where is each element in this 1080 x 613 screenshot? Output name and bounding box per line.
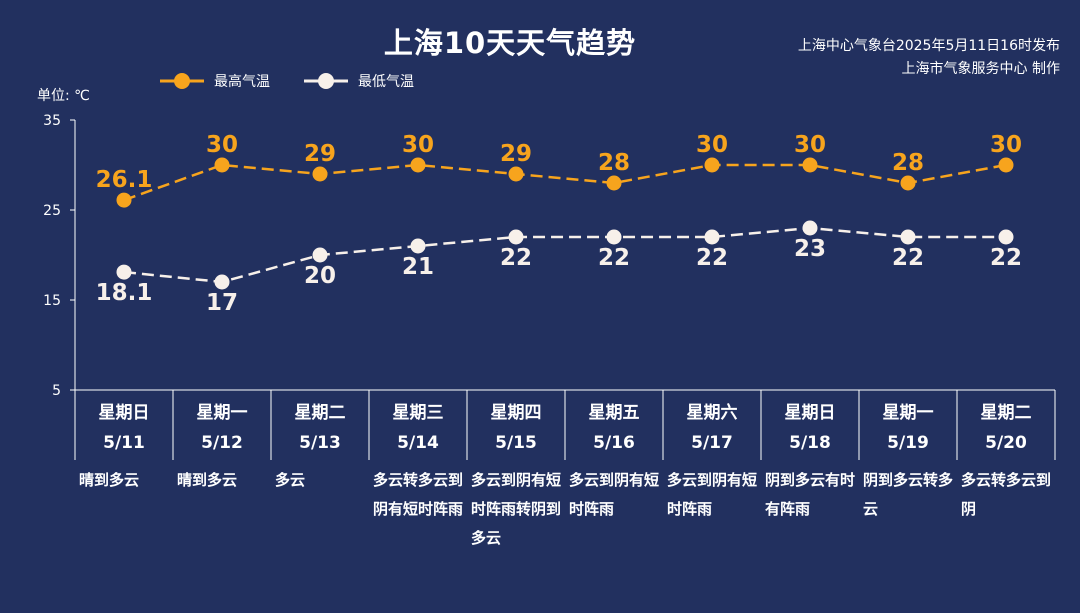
day-weekday: 星期日	[784, 403, 836, 423]
day-weekday: 星期六	[686, 403, 738, 423]
low-temp-point	[116, 264, 132, 280]
high-temp-label: 30	[696, 132, 728, 158]
publisher-line-1: 上海中心气象台2025年5月11日16时发布	[797, 38, 1060, 54]
low-temp-label: 22	[990, 245, 1022, 271]
high-temp-label: 30	[402, 132, 434, 158]
high-temp-point	[998, 157, 1014, 173]
day-weekday: 星期三	[392, 403, 444, 423]
legend: 最高气温 最低气温	[160, 71, 448, 91]
legend-low: 最低气温	[304, 71, 414, 91]
low-temp-point	[214, 274, 230, 290]
day-column: 星期五 5/16	[565, 392, 663, 453]
legend-low-label: 最低气温	[358, 74, 414, 90]
y-axis-unit-label: 单位: ℃	[37, 88, 90, 104]
day-column: 星期三 5/14	[369, 392, 467, 453]
high-temp-point	[704, 157, 720, 173]
day-date: 5/15	[495, 433, 537, 453]
high-temp-point	[410, 157, 426, 173]
low-temp-point	[508, 229, 524, 245]
low-temp-label: 23	[794, 236, 826, 262]
day-weather: 阴到多云有时有阵雨	[765, 471, 856, 518]
day-column: 星期四 5/15	[467, 392, 565, 453]
high-temp-point	[312, 166, 328, 182]
day-column: 星期日 5/18	[761, 392, 859, 453]
day-weather: 多云到阴有短时阵雨转阴到多云	[471, 471, 562, 547]
day-date: 5/19	[887, 433, 929, 453]
high-temp-point	[116, 192, 132, 208]
low-temp-point	[998, 229, 1014, 245]
day-date: 5/18	[789, 433, 831, 453]
high-temp-point	[508, 166, 524, 182]
day-weather: 多云转多云到阴	[961, 471, 1052, 518]
day-weekday: 星期四	[490, 403, 542, 423]
legend-high-marker-icon	[160, 73, 204, 89]
y-tick-label: 15	[43, 293, 61, 309]
y-tick-label: 5	[52, 383, 61, 399]
low-temp-label: 18.1	[96, 280, 153, 306]
day-column: 星期一 5/12	[173, 392, 271, 453]
day-weather: 多云转多云到阴有短时阵雨	[373, 471, 464, 518]
day-column: 星期二 5/13	[271, 392, 369, 453]
chart-title: 上海10天天气趋势	[383, 26, 637, 60]
low-temp-point	[802, 220, 818, 236]
low-temp-point	[312, 247, 328, 263]
high-temp-label: 28	[598, 150, 630, 176]
day-weather: 多云	[275, 471, 306, 489]
high-temp-label: 29	[500, 141, 532, 167]
high-temp-label: 28	[892, 150, 924, 176]
high-temp-point	[214, 157, 230, 173]
day-date: 5/13	[299, 433, 341, 453]
legend-high: 最高气温	[160, 71, 270, 91]
day-column: 星期日 5/11	[75, 392, 173, 453]
y-tick-label: 25	[43, 203, 61, 219]
low-temp-label: 22	[696, 245, 728, 271]
day-weekday: 星期一	[196, 403, 248, 423]
day-date: 5/20	[985, 433, 1027, 453]
day-weather: 晴到多云	[177, 471, 238, 489]
legend-high-label: 最高气温	[214, 74, 270, 90]
high-temp-label: 26.1	[96, 167, 153, 193]
publisher-line-2: 上海市气象服务中心 制作	[901, 61, 1060, 77]
high-temp-line	[123, 163, 1007, 202]
high-temp-label: 29	[304, 141, 336, 167]
day-date: 5/14	[397, 433, 439, 453]
high-temp-label: 30	[990, 132, 1022, 158]
day-date: 5/12	[201, 433, 243, 453]
day-date: 5/16	[593, 433, 635, 453]
day-column: 星期一 5/19	[859, 392, 957, 453]
day-weather: 多云到阴有短时阵雨	[569, 471, 660, 518]
low-temp-point	[606, 229, 622, 245]
low-temp-label: 22	[500, 245, 532, 271]
low-temp-label: 21	[402, 254, 434, 280]
low-temp-label: 22	[892, 245, 924, 271]
low-temp-label: 17	[206, 290, 238, 316]
day-weather: 阴到多云转多云	[863, 471, 954, 518]
low-temp-label: 20	[304, 263, 336, 289]
y-tick-label: 35	[43, 113, 61, 129]
low-temp-label: 22	[598, 245, 630, 271]
day-column: 星期六 5/17	[663, 392, 761, 453]
day-weekday: 星期五	[588, 403, 640, 423]
high-temp-label: 30	[794, 132, 826, 158]
high-temp-point	[606, 175, 622, 191]
low-temp-point	[900, 229, 916, 245]
day-date: 5/11	[103, 433, 145, 453]
high-temp-point	[802, 157, 818, 173]
day-weather: 多云到阴有短时阵雨	[667, 471, 758, 518]
publisher-info: 上海中心气象台2025年5月11日16时发布 上海市气象服务中心 制作	[798, 35, 1060, 81]
low-temp-point	[704, 229, 720, 245]
high-temp-point	[900, 175, 916, 191]
day-column: 星期二 5/20	[957, 392, 1055, 453]
legend-low-marker-icon	[304, 73, 348, 89]
high-temp-label: 30	[206, 132, 238, 158]
day-weekday: 星期日	[98, 403, 150, 423]
day-weekday: 星期一	[882, 403, 934, 423]
low-temp-point	[410, 238, 426, 254]
day-weather: 晴到多云	[79, 471, 140, 489]
low-temp-line	[123, 226, 1006, 284]
day-date: 5/17	[691, 433, 733, 453]
day-weekday: 星期二	[980, 403, 1032, 423]
day-weekday: 星期二	[294, 403, 346, 423]
